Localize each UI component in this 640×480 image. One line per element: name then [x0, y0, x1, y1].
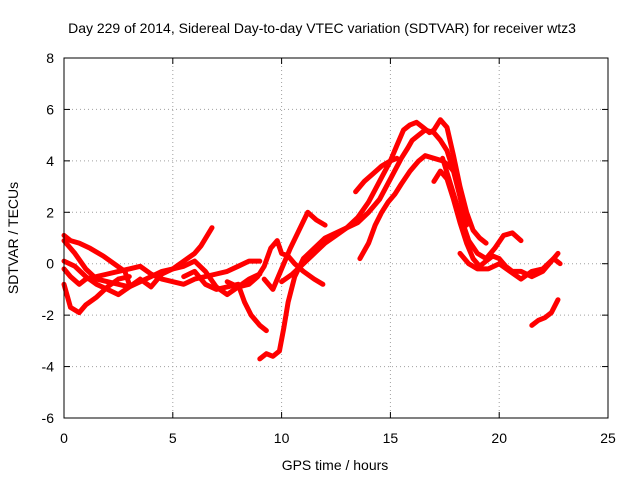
series-track-4 [61, 274, 132, 316]
series-track-15 [457, 250, 563, 282]
x-tick-labels: 0 5 10 15 20 25 [60, 430, 616, 446]
series-track-7 [224, 238, 326, 290]
y-tick-label: 4 [46, 153, 54, 169]
chart-title: Day 229 of 2014, Sidereal Day-to-day VTE… [68, 20, 576, 36]
y-tick-label: 2 [46, 204, 54, 220]
series-track-10 [279, 117, 489, 285]
plot-frame [63, 57, 609, 419]
series-group [61, 117, 563, 362]
x-axis-label: GPS time / hours [282, 457, 389, 473]
y-tick-label: 0 [46, 256, 54, 272]
y-tick-label: -6 [42, 410, 55, 426]
series-track-14 [440, 155, 524, 262]
y-tick-label: -4 [42, 359, 55, 375]
x-tick-label: 10 [274, 430, 290, 446]
y-tick-label: -2 [42, 307, 55, 323]
x-tick-label: 0 [60, 430, 68, 446]
y-tick-label: 6 [46, 101, 54, 117]
y-axis-label: SDTVAR / TECUs [5, 182, 21, 294]
series-track-11 [353, 155, 400, 195]
y-tick-label: 8 [46, 50, 54, 66]
y-tick-labels: -6 -4 -2 0 2 4 6 8 [42, 50, 55, 426]
series-track-16 [529, 297, 561, 328]
x-tick-label: 5 [169, 430, 177, 446]
x-tick-label: 25 [600, 430, 616, 446]
x-tick-label: 20 [491, 430, 507, 446]
x-tick-label: 15 [383, 430, 399, 446]
series-track-5 [61, 258, 263, 298]
series-track-8 [257, 127, 470, 362]
series-track-9 [261, 209, 328, 292]
grid-lines [64, 58, 608, 418]
